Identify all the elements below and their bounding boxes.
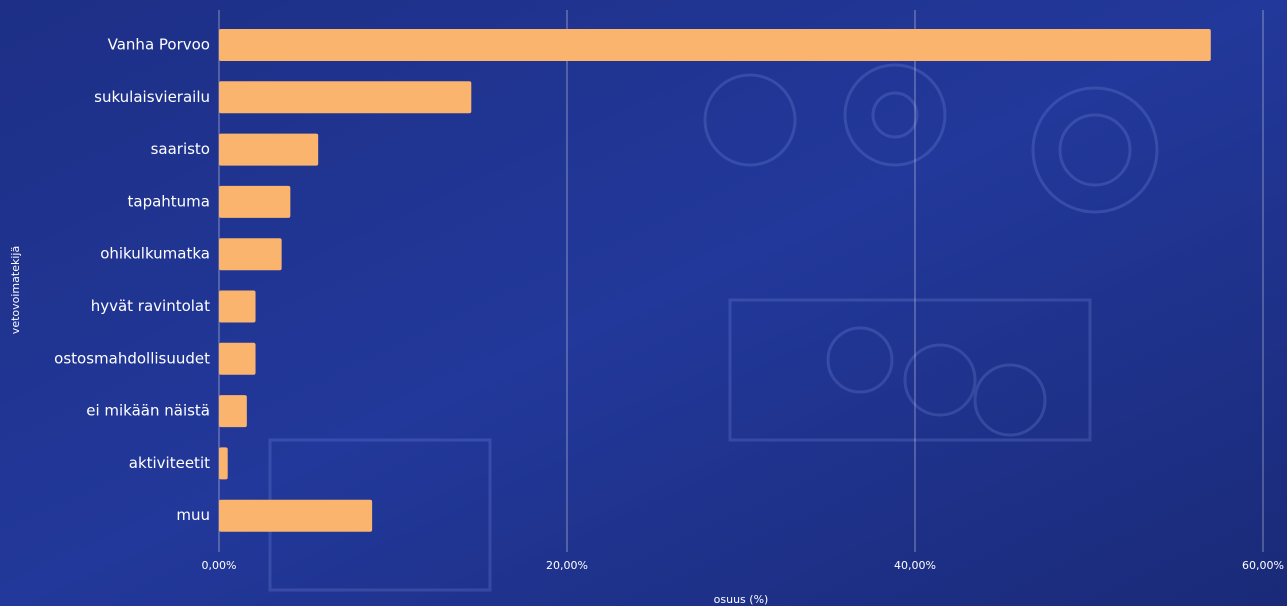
bar bbox=[219, 238, 282, 270]
x-tick-label: 40,00% bbox=[894, 559, 936, 572]
bar bbox=[219, 134, 318, 166]
bar bbox=[219, 186, 290, 218]
bar bbox=[219, 29, 1211, 61]
x-tick-label: 0,00% bbox=[202, 559, 237, 572]
bar bbox=[219, 343, 256, 375]
y-tick-label: hyvät ravintolat bbox=[91, 297, 210, 315]
y-tick-label: saaristo bbox=[151, 140, 210, 158]
y-tick-label: tapahtuma bbox=[128, 192, 211, 210]
bar bbox=[219, 81, 471, 113]
y-axis-label: vetovoimatekijä bbox=[9, 246, 22, 334]
chart: vetovoimatekijä osuus (%) 0,00% 20,00% 40,… bbox=[0, 0, 1287, 606]
y-tick-label: ei mikään näistä bbox=[86, 402, 210, 420]
y-tick-label: muu bbox=[176, 506, 210, 524]
y-tick-label: ohikulkumatka bbox=[100, 245, 210, 263]
x-axis-label: osuus (%) bbox=[714, 593, 769, 606]
y-tick-label: Vanha Porvoo bbox=[108, 36, 210, 54]
y-tick-label: ostosmahdollisuudet bbox=[54, 349, 210, 367]
bar bbox=[219, 447, 228, 479]
bar bbox=[219, 395, 247, 427]
bar bbox=[219, 291, 256, 323]
x-tick-label: 20,00% bbox=[546, 559, 588, 572]
x-tick-label: 60,00% bbox=[1242, 559, 1284, 572]
bar bbox=[219, 500, 372, 532]
y-tick-label: sukulaisvierailu bbox=[94, 88, 210, 106]
y-tick-label: aktiviteetit bbox=[129, 454, 210, 472]
